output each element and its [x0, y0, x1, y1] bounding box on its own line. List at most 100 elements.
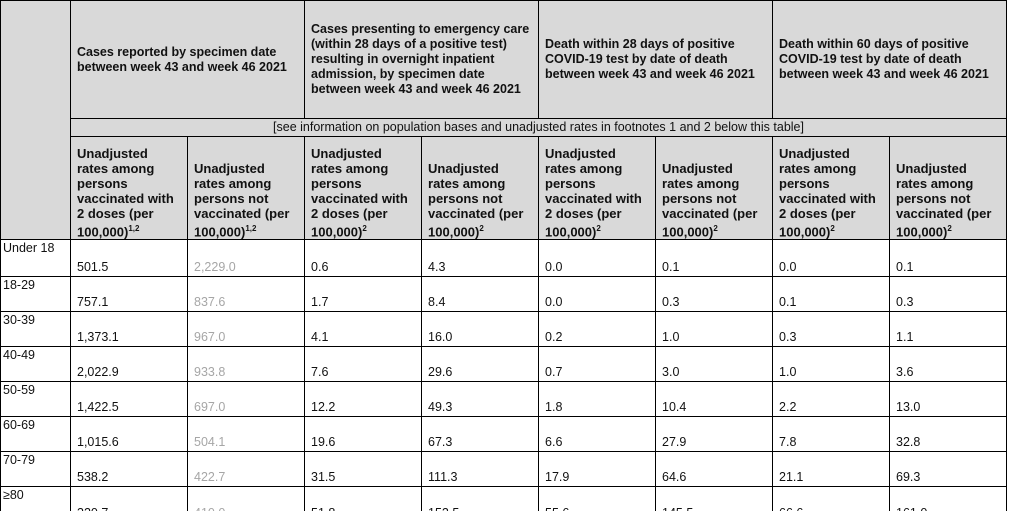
column-header: Unadjusted rates among persons vaccinate…	[538, 136, 657, 240]
footnote-ref: 1,2	[245, 223, 257, 233]
rate-cell: 6.6	[538, 416, 657, 452]
rate-cell: 410.0	[186, 486, 306, 511]
column-header-text: Unadjusted rates among persons not vacci…	[896, 160, 992, 239]
column-header-text: Unadjusted rates among persons not vacci…	[194, 160, 290, 239]
rate-cell: 504.1	[186, 416, 306, 452]
rate-cell: 501.5	[70, 239, 188, 277]
rate-cell: 8.4	[421, 276, 540, 312]
rate-cell: 1.8	[538, 381, 657, 417]
rate-cell: 145.5	[655, 486, 774, 511]
rate-cell: 4.3	[421, 239, 540, 277]
rate-cell: 55.6	[538, 486, 657, 511]
rate-cell: 0.1	[889, 239, 1008, 277]
rate-cell: 64.6	[655, 451, 774, 487]
rate-cell: 538.2	[70, 451, 188, 487]
data-row: 70-79 538.2 422.7 31.5 111.3 17.9 64.6 21.1 69.3	[0, 451, 1008, 487]
rate-cell: 66.6	[772, 486, 891, 511]
rate-cell: 0.3	[889, 276, 1008, 312]
age-group: ≥80	[0, 486, 71, 511]
data-row: 40-49 2,022.9 933.8 7.6 29.6 0.7 3.0 1.0 3.6	[0, 346, 1008, 382]
rate-cell: 2.2	[772, 381, 891, 417]
rate-cell: 16.0	[421, 311, 540, 347]
group-header: Death within 28 days of positive COVID-1…	[538, 0, 774, 119]
rate-cell: 13.0	[889, 381, 1008, 417]
rate-cell: 2,229.0	[186, 239, 306, 277]
rate-cell: 1,015.6	[70, 416, 188, 452]
rate-cell: 17.9	[538, 451, 657, 487]
rate-cell: 0.2	[538, 311, 657, 347]
age-group: 30-39	[0, 311, 71, 347]
rate-cell: 1.0	[772, 346, 891, 382]
rate-cell: 67.3	[421, 416, 540, 452]
rate-cell: 0.3	[655, 276, 774, 312]
rate-cell: 0.1	[772, 276, 891, 312]
rate-cell: 0.0	[538, 276, 657, 312]
rate-cell: 0.3	[772, 311, 891, 347]
rate-cell: 837.6	[186, 276, 306, 312]
rate-cell: 0.6	[304, 239, 423, 277]
column-header-text: Unadjusted rates among persons vaccinate…	[311, 145, 408, 239]
data-row: 18-29 757.1 837.6 1.7 8.4 0.0 0.3 0.1 0.3	[0, 276, 1008, 312]
footnote-ref: 2	[479, 223, 484, 233]
rate-cell: 29.6	[421, 346, 540, 382]
group-header: Cases reported by specimen date between …	[69, 0, 306, 119]
rate-cell: 27.9	[655, 416, 774, 452]
data-row: 60-69 1,015.6 504.1 19.6 67.3 6.6 27.9 7.8 32.8	[0, 416, 1008, 452]
group-header: Death within 60 days of positive COVID-1…	[772, 0, 1008, 119]
rate-cell: 1,422.5	[70, 381, 188, 417]
column-header-text: Unadjusted rates among persons vaccinate…	[77, 145, 174, 239]
data-row: ≥80320.7410.051.8152.555.6145.566.6161.0	[0, 486, 1008, 511]
rate-cell: 0.0	[772, 239, 891, 277]
footnote-ref: 2	[947, 223, 952, 233]
column-header: Unadjusted rates among persons vaccinate…	[304, 136, 423, 240]
footnote-ref: 2	[830, 223, 835, 233]
column-header-text: Unadjusted rates among persons not vacci…	[662, 160, 758, 239]
rate-cell: 111.3	[421, 451, 540, 487]
column-header: Unadjusted rates among persons not vacci…	[655, 136, 774, 240]
column-header: Unadjusted rates among persons not vacci…	[186, 136, 306, 240]
column-header: Unadjusted rates among persons not vacci…	[889, 136, 1008, 240]
rate-cell: 51.8	[304, 486, 423, 511]
rate-cell: 32.8	[889, 416, 1008, 452]
rate-cell: 161.0	[889, 486, 1008, 511]
column-header: Unadjusted rates among persons vaccinate…	[70, 136, 188, 240]
rate-cell: 21.1	[772, 451, 891, 487]
rate-cell: 933.8	[186, 346, 306, 382]
rate-cell: 1.0	[655, 311, 774, 347]
rate-cell: 7.8	[772, 416, 891, 452]
column-header: Unadjusted rates among persons not vacci…	[421, 136, 540, 240]
column-header: Unadjusted rates among persons vaccinate…	[772, 136, 891, 240]
footnote-ref: 1,2	[128, 223, 140, 233]
rate-cell: 1.1	[889, 311, 1008, 347]
rate-cell: 0.0	[538, 239, 657, 277]
data-row: Under 18 501.5 2,229.0 0.6 4.3 0.0 0.1 0.0 0.1	[0, 239, 1008, 277]
rate-cell: 3.6	[889, 346, 1008, 382]
footnote-ref: 2	[362, 223, 367, 233]
rate-cell: 4.1	[304, 311, 423, 347]
rate-cell: 757.1	[70, 276, 188, 312]
column-header-text: Unadjusted rates among persons vaccinate…	[545, 145, 642, 239]
rate-cell: 152.5	[421, 486, 540, 511]
rate-cell: 967.0	[186, 311, 306, 347]
footnote-ref: 2	[713, 223, 718, 233]
age-group: 70-79	[0, 451, 71, 487]
rate-cell: 422.7	[186, 451, 306, 487]
group-header: Cases presenting to emergency care (with…	[304, 0, 540, 119]
age-group: 50-59	[0, 381, 71, 417]
rate-cell: 7.6	[304, 346, 423, 382]
rate-cell: 697.0	[186, 381, 306, 417]
rate-cell: 12.2	[304, 381, 423, 417]
rate-cell: 0.7	[538, 346, 657, 382]
rate-cell: 320.7	[70, 486, 188, 511]
rate-cell: 1,373.1	[70, 311, 188, 347]
rate-cell: 3.0	[655, 346, 774, 382]
age-group: Under 18	[0, 239, 71, 277]
column-header-text: Unadjusted rates among persons vaccinate…	[779, 145, 876, 239]
footnote-note: [see information on population bases and…	[69, 118, 1008, 137]
rate-cell: 31.5	[304, 451, 423, 487]
corner-cell	[0, 0, 71, 240]
data-row: 30-39 1,373.1 967.0 4.1 16.0 0.2 1.0 0.3 1.1	[0, 311, 1008, 347]
rate-cell: 69.3	[889, 451, 1008, 487]
rate-cell: 19.6	[304, 416, 423, 452]
